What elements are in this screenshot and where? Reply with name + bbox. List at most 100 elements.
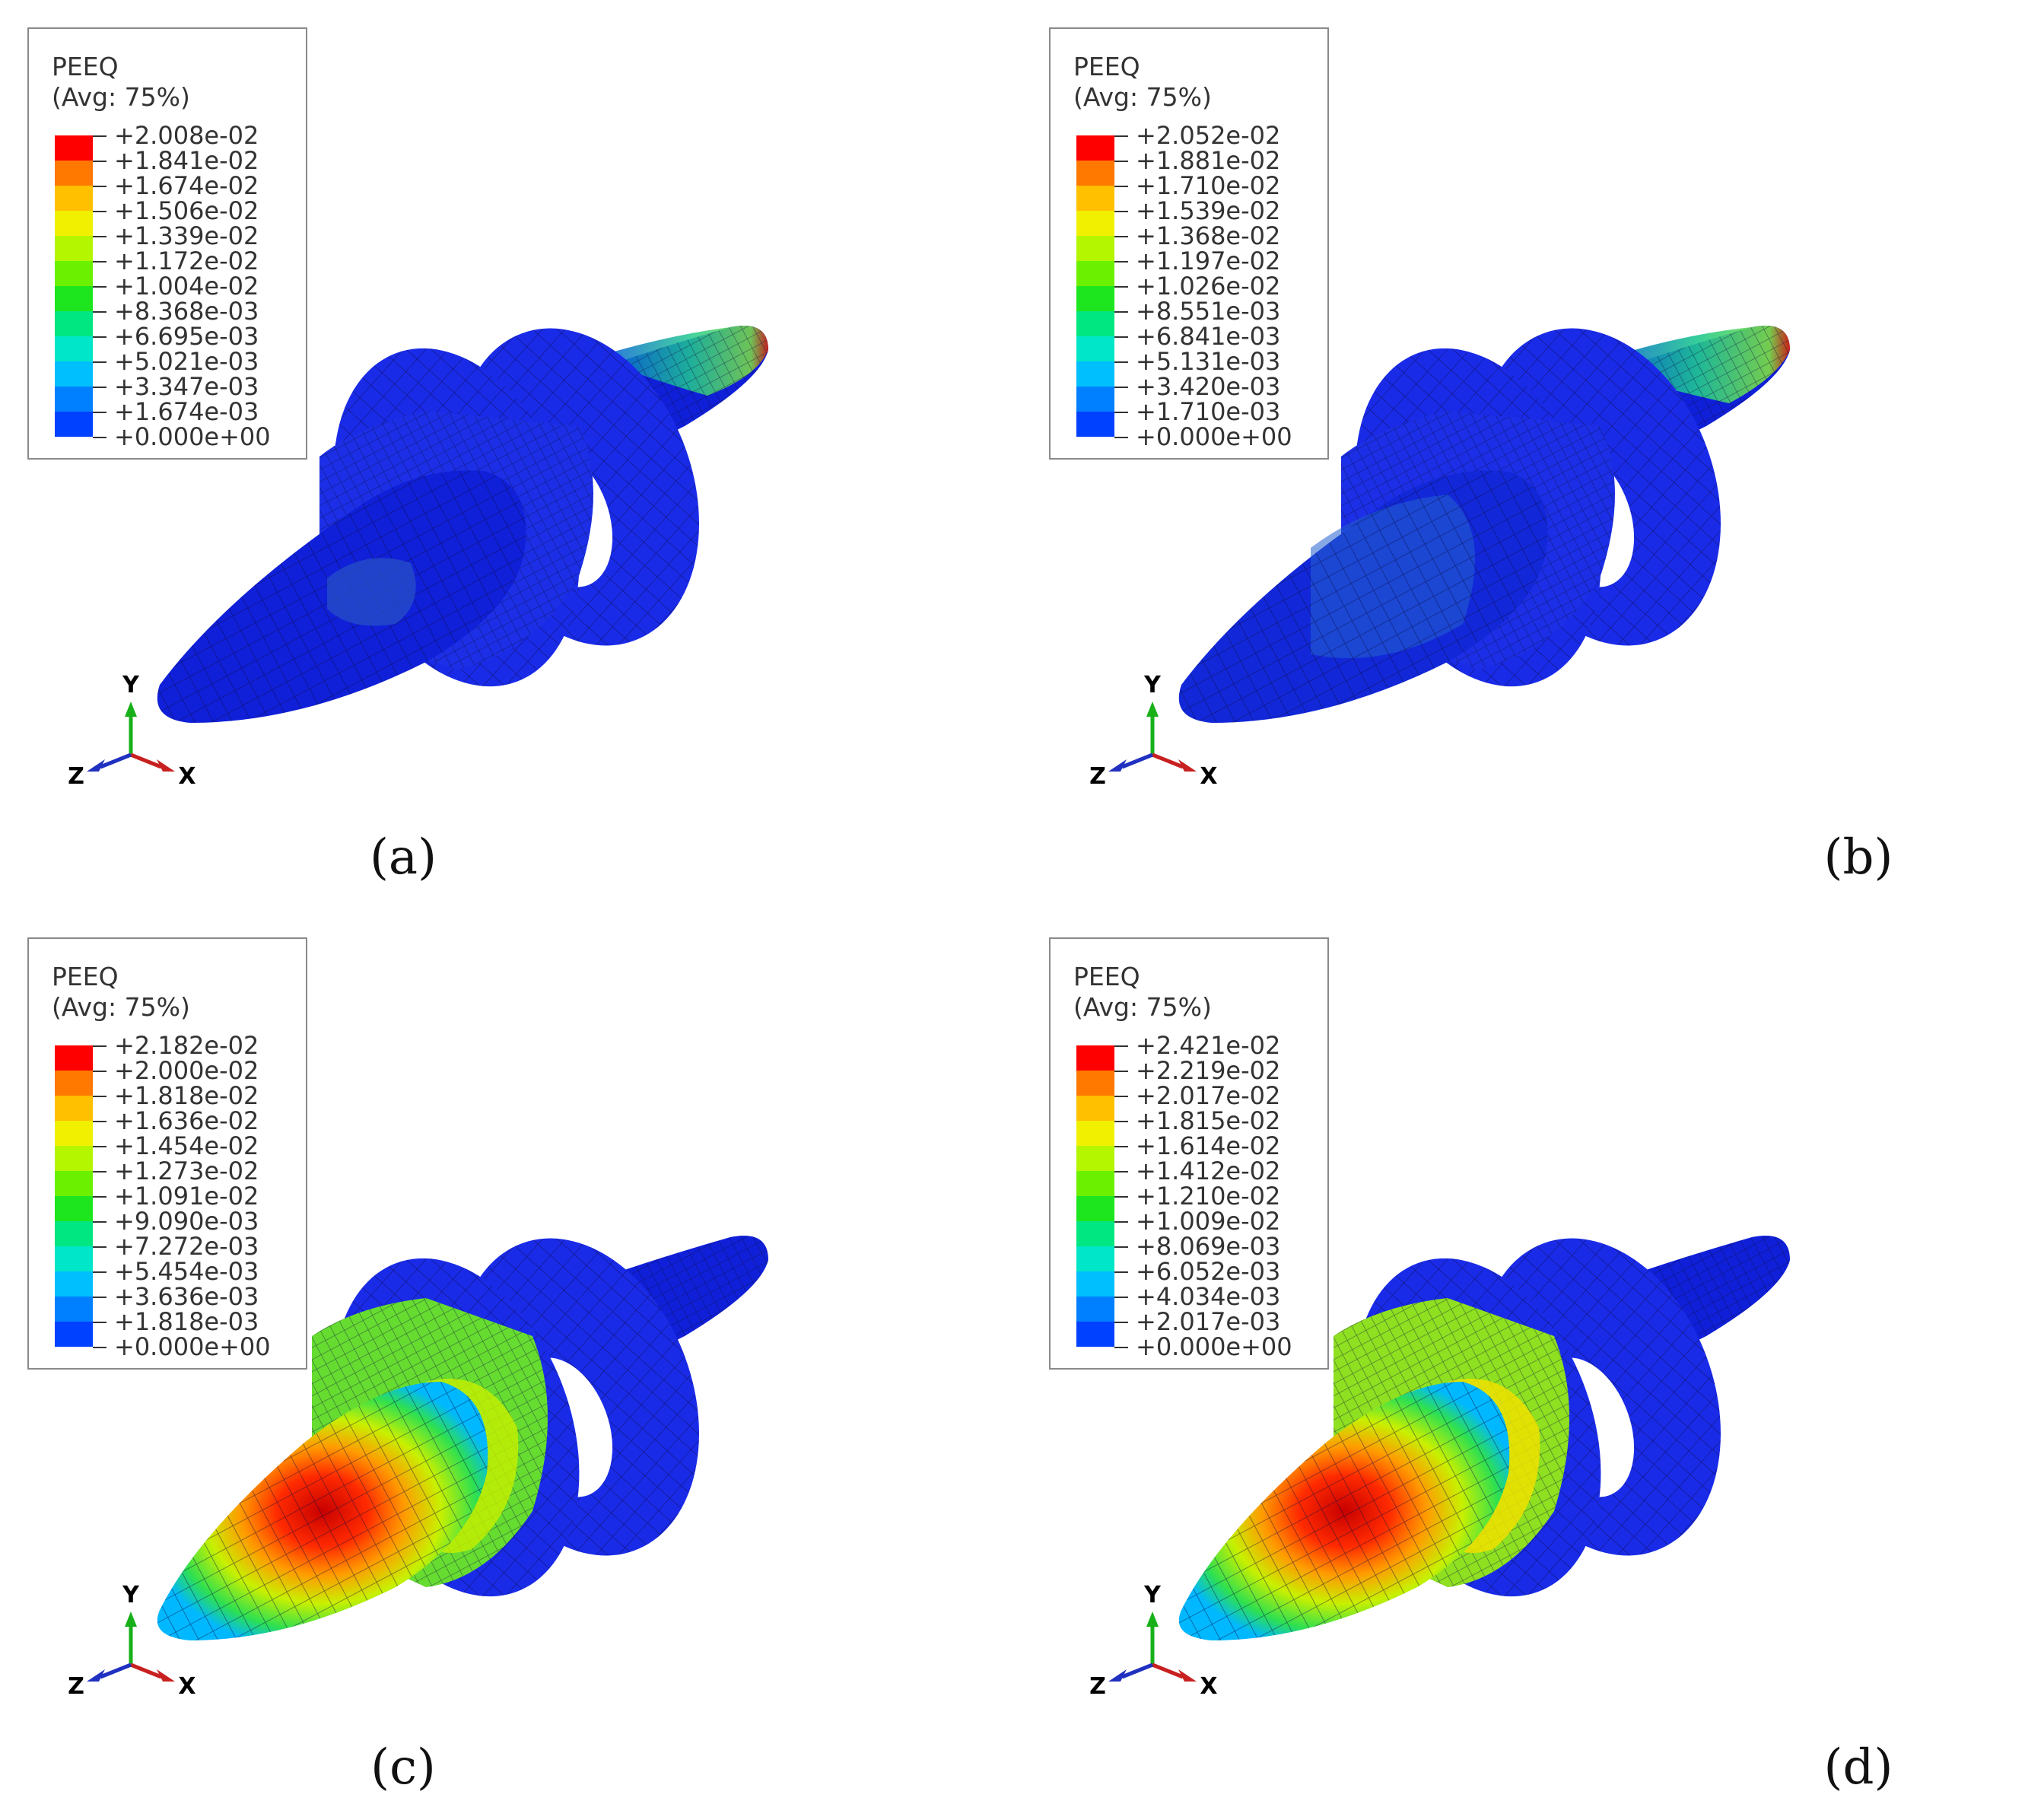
legend-tick [1114, 1271, 1128, 1273]
legend-value: +1.412e-02 [1136, 1157, 1281, 1185]
legend-tick [93, 236, 106, 237]
legend-swatch [1076, 261, 1114, 286]
legend-value: +6.695e-03 [114, 322, 259, 351]
legend-value: +7.272e-03 [114, 1232, 259, 1261]
legend-swatch [1076, 1146, 1114, 1171]
axis-triad: Y Z X [1089, 1582, 1217, 1700]
legend-value: +5.454e-03 [114, 1257, 259, 1286]
legend-value: +1.197e-02 [1136, 247, 1281, 275]
legend-swatch [1076, 286, 1114, 311]
legend-swatch [1076, 1071, 1114, 1096]
legend-value: +1.841e-02 [114, 146, 259, 175]
legend-swatch [1076, 135, 1114, 161]
legend-value: +2.000e-02 [114, 1056, 259, 1085]
legend-value: +6.052e-03 [1136, 1257, 1281, 1286]
legend-tick [1114, 1121, 1128, 1122]
legend-swatch [55, 161, 93, 186]
legend-tick [93, 1171, 106, 1172]
legend-tick [1114, 361, 1128, 363]
legend-value: +3.347e-03 [114, 372, 259, 401]
legend-tick [1114, 1146, 1128, 1147]
legend-title: PEEQ [1073, 962, 1140, 991]
legend-value: +1.210e-02 [1136, 1182, 1281, 1211]
legend-swatch [1076, 387, 1114, 412]
legend-value: +0.000e+00 [1136, 1332, 1292, 1361]
legend-value: +2.008e-02 [114, 121, 259, 150]
legend-swatch [55, 1146, 93, 1171]
axis-y-label: Y [122, 1582, 140, 1608]
legend-title: PEEQ [52, 962, 119, 991]
panel-d: PEEQ (Avg: 75%) +2.421e-02 +2.219e-02 +2.0… [1022, 910, 2043, 1820]
legend-tick [93, 1322, 106, 1323]
legend-subtitle: (Avg: 75%) [1073, 992, 1212, 1022]
legend-value: +1.614e-02 [1136, 1131, 1281, 1160]
legend-tick [93, 261, 106, 262]
legend-swatch [55, 1221, 93, 1246]
legend-tick [93, 336, 106, 338]
axis-x-label: X [178, 763, 195, 790]
legend-tick [93, 1121, 106, 1122]
legend-swatch [1076, 1246, 1114, 1271]
legend-tick [93, 1297, 106, 1298]
legend-swatch [1076, 311, 1114, 336]
legend-value: +1.636e-02 [114, 1106, 259, 1135]
legend-tick [1114, 236, 1128, 237]
axis-x-label: X [1200, 1673, 1217, 1700]
axis-z-label: Z [1089, 763, 1106, 790]
legend-tick [1114, 161, 1128, 162]
legend-tick [1114, 1096, 1128, 1097]
legend-swatch [55, 186, 93, 211]
legend-tick [1114, 412, 1128, 413]
legend-tick [93, 286, 106, 288]
legend-tick [93, 211, 106, 212]
axis-z-label: Z [1089, 1673, 1106, 1700]
legend-value: +8.069e-03 [1136, 1232, 1281, 1261]
legend-tick [1114, 261, 1128, 262]
legend-swatch [55, 412, 93, 437]
legend-swatch [55, 261, 93, 286]
legend-tick [1114, 437, 1128, 438]
legend-value: +1.009e-02 [1136, 1207, 1281, 1236]
panel-caption: (b) [1823, 829, 1893, 886]
legend-tick [93, 135, 106, 137]
panel-c: PEEQ (Avg: 75%) +2.182e-02 +2.000e-02 +1.8… [0, 910, 1022, 1820]
legend-tick [1114, 1246, 1128, 1248]
legend-tick [1114, 211, 1128, 212]
legend-tick [93, 1221, 106, 1223]
legend-swatch [55, 211, 93, 236]
axis-x-label: X [1200, 763, 1217, 790]
legend-value: +5.131e-03 [1136, 347, 1281, 376]
legend-tick [93, 361, 106, 363]
legend-tick [1114, 311, 1128, 313]
legend-value: +2.017e-03 [1136, 1307, 1281, 1336]
legend-value: +3.636e-03 [114, 1282, 259, 1311]
legend-value: +1.368e-02 [1136, 221, 1281, 250]
legend-swatch [55, 1171, 93, 1196]
legend-tick [1114, 1071, 1128, 1072]
legend-swatch [55, 286, 93, 311]
legend-value: +0.000e+00 [1136, 422, 1292, 451]
legend-value: +1.674e-02 [114, 171, 259, 200]
legend-tick [93, 1196, 106, 1198]
contour-legend: PEEQ (Avg: 75%) +2.421e-02 +2.219e-02 +2.0… [1049, 937, 1329, 1370]
legend-swatch [1076, 1297, 1114, 1322]
legend-tick [93, 1071, 106, 1072]
legend-tick [1114, 1196, 1128, 1198]
contour-legend: PEEQ (Avg: 75%) +2.182e-02 +2.000e-02 +1.8… [27, 937, 307, 1370]
legend-tick [93, 186, 106, 187]
legend-swatch [55, 1196, 93, 1221]
legend-swatch [1076, 1196, 1114, 1221]
axis-z-label: Z [68, 1673, 84, 1700]
axis-z-label: Z [68, 763, 84, 790]
legend-value: +1.506e-02 [114, 196, 259, 225]
legend-tick [1114, 387, 1128, 388]
legend-value: +0.000e+00 [114, 422, 271, 451]
axis-y-label: Y [122, 672, 140, 698]
legend-value: +1.004e-02 [114, 272, 259, 301]
legend-tick [1114, 186, 1128, 187]
legend-value: +1.881e-02 [1136, 146, 1281, 175]
legend-tick [1114, 1045, 1128, 1047]
legend-tick [1114, 1347, 1128, 1348]
fe-model-view [1178, 326, 1790, 723]
axis-triad: Y Z X [1089, 672, 1217, 790]
